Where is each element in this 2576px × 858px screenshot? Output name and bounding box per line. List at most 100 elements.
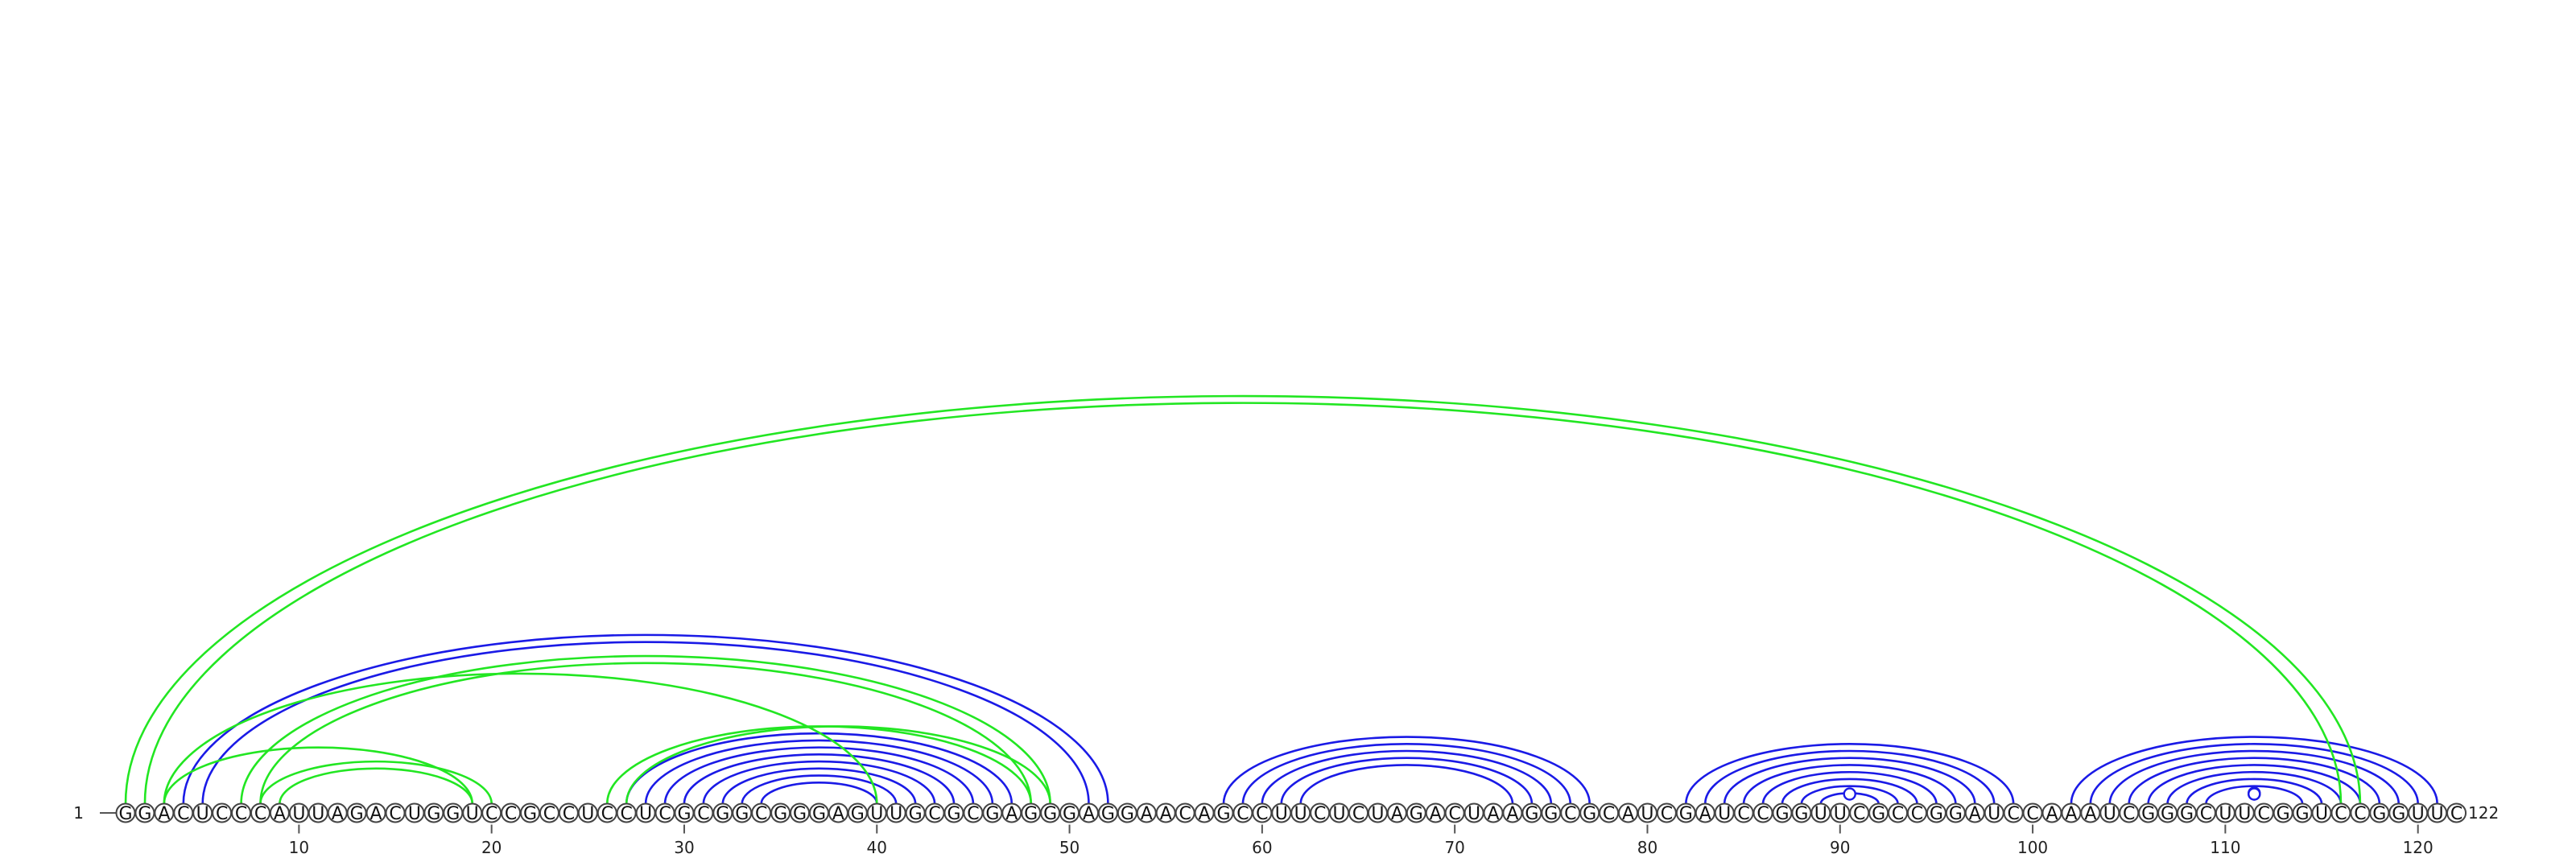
- nucleotide-letter: U: [2103, 804, 2116, 824]
- nucleotide-55: A: [1155, 802, 1176, 824]
- nucleotide-letter: C: [928, 804, 940, 824]
- nucleotide-letter: C: [1314, 804, 1326, 824]
- nucleotide-letter: G: [909, 804, 923, 824]
- nucleotide-62: U: [1290, 802, 1311, 824]
- tick-label-100: 100: [2017, 838, 2048, 857]
- tick-label-90: 90: [1830, 838, 1850, 857]
- nucleotide-43: C: [924, 802, 945, 824]
- nucleotide-letter: C: [1757, 804, 1769, 824]
- nucleotide-103: A: [2080, 802, 2101, 824]
- nucleotide-46: G: [982, 802, 1003, 824]
- nucleotide-letter: A: [1699, 804, 1711, 824]
- nucleotide-letter: G: [138, 804, 151, 824]
- nucleotide-88: G: [1791, 802, 1812, 824]
- nucleotide-letter: C: [1911, 804, 1923, 824]
- nucleotide-letter: A: [1430, 804, 1442, 824]
- nucleotide-letter: C: [1352, 804, 1364, 824]
- nucleotide-letter: C: [254, 804, 266, 824]
- nucleotide-63: C: [1310, 802, 1331, 824]
- nucleotide-letter: G: [774, 804, 787, 824]
- nucleotide-10: U: [288, 802, 309, 824]
- nucleotide-48: G: [1021, 802, 1042, 824]
- nucleotide-letter: G: [1063, 804, 1076, 824]
- arc-0-28-46: [644, 739, 994, 804]
- nucleotide-96: G: [1945, 802, 1966, 824]
- tick-label-110: 110: [2210, 838, 2240, 857]
- nucleotide-letter: G: [2180, 804, 2194, 824]
- tick-label-30: 30: [674, 838, 694, 857]
- nucleotide-93: C: [1888, 802, 1909, 824]
- arc-0-34-40: [760, 781, 878, 804]
- nucleotide-letter: G: [1583, 804, 1596, 824]
- nucleotide-42: G: [905, 802, 926, 824]
- nucleotide-letter: C: [1256, 804, 1268, 824]
- nucleotide-letter: U: [2412, 804, 2425, 824]
- nucleotide-letter: A: [1199, 804, 1211, 824]
- nucleotide-19: U: [462, 802, 483, 824]
- nucleotide-20: C: [481, 802, 502, 824]
- nucleotide-letter: C: [389, 804, 401, 824]
- nucleotide-letter: G: [735, 804, 749, 824]
- nucleotide-letter: A: [1141, 804, 1153, 824]
- nucleotide-26: C: [597, 802, 617, 824]
- nucleotide-41: U: [886, 802, 906, 824]
- nucleotide-104: U: [2099, 802, 2120, 824]
- nucleotide-letter: C: [2007, 804, 2019, 824]
- arc-1-27-49: [625, 725, 1051, 804]
- nucleotide-64: U: [1329, 802, 1350, 824]
- arc-0-59-76: [1241, 742, 1572, 804]
- nucleotide-letter: A: [2084, 804, 2096, 824]
- nucleotide-14: A: [365, 802, 386, 824]
- nucleotide-8: C: [250, 802, 271, 824]
- nucleotide-56: C: [1174, 802, 1195, 824]
- nucleotide-91: C: [1849, 802, 1870, 824]
- nucleotide-52: G: [1097, 802, 1118, 824]
- nucleotide-89: U: [1810, 802, 1831, 824]
- nucleotide-18: G: [443, 802, 464, 824]
- nucleotide-68: G: [1406, 802, 1426, 824]
- nucleotide-58: G: [1213, 802, 1234, 824]
- nucleotide-114: G: [2292, 802, 2313, 824]
- nucleotide-118: G: [2369, 802, 2390, 824]
- nucleotide-letter: C: [1892, 804, 1904, 824]
- nucleotide-25: U: [577, 802, 598, 824]
- nucleotide-112: C: [2253, 802, 2274, 824]
- nucleotide-letter: C: [505, 804, 517, 824]
- nucleotide-109: C: [2195, 802, 2216, 824]
- nucleotide-77: G: [1579, 802, 1600, 824]
- nucleotide-letter: U: [2315, 804, 2328, 824]
- nucleotide-85: C: [1733, 802, 1754, 824]
- nucleotide-letter: U: [1988, 804, 2000, 824]
- nucleotide-11: U: [308, 802, 328, 824]
- arc-0-108-115: [2186, 778, 2323, 804]
- nucleotide-letter: A: [274, 804, 286, 824]
- arc-0-61-74: [1280, 757, 1534, 804]
- nucleotide-letter: A: [2046, 804, 2058, 824]
- nucleotide-letter: C: [177, 804, 189, 824]
- nucleotide-84: U: [1714, 802, 1735, 824]
- nucleotide-letter: G: [1101, 804, 1115, 824]
- nucleotide-letter: C: [755, 804, 767, 824]
- nucleotide-75: G: [1541, 802, 1562, 824]
- arc-0-106-117: [2147, 764, 2362, 804]
- nucleotide-106: G: [2138, 802, 2159, 824]
- nucleotide-letter: G: [1410, 804, 1423, 824]
- nucleotide-letter: U: [1814, 804, 1827, 824]
- tick-label-40: 40: [867, 838, 887, 857]
- nucleotide-105: C: [2119, 802, 2140, 824]
- nucleotide-47: A: [1001, 802, 1022, 824]
- arc-1-1-117: [124, 394, 2362, 804]
- arc-0-58-77: [1222, 736, 1591, 804]
- arc-1-3-19: [163, 746, 474, 804]
- nucleotide-letter: G: [1872, 804, 1885, 824]
- nucleotide-115: U: [2311, 802, 2332, 824]
- nucleotide-letter: C: [658, 804, 671, 824]
- nucleotide-120: U: [2408, 802, 2429, 824]
- arc-0-32-42: [721, 767, 917, 804]
- nucleotide-39: G: [847, 802, 868, 824]
- nucleotide-letter: G: [812, 804, 826, 824]
- nucleotide-letter: C: [697, 804, 709, 824]
- nucleotide-82: G: [1675, 802, 1696, 824]
- arc-0-87-94: [1781, 778, 1918, 804]
- nucleotide-9: A: [269, 802, 290, 824]
